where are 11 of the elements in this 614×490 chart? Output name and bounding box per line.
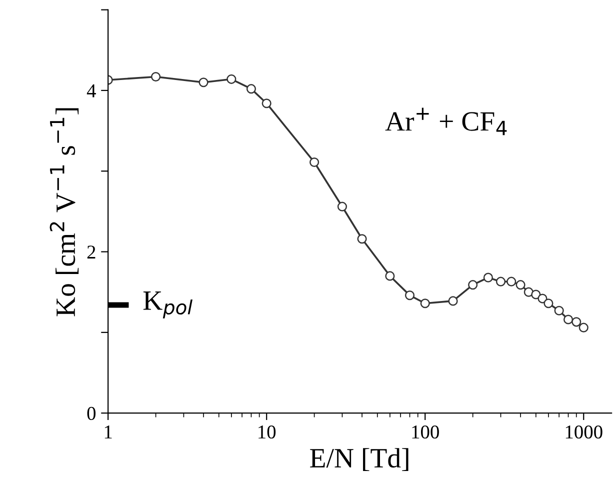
y-axis-title: Ko [cm$^{2}$ V$^{−1}$ s$^{−1}$] xyxy=(50,108,79,316)
x-tick-label: 1000 xyxy=(566,425,602,439)
y-tick-label: 0 xyxy=(87,406,96,420)
x-tick-label: 100 xyxy=(412,425,439,439)
x-tick-label: 10 xyxy=(258,425,276,439)
annotation: Ar$^{+}$ + CF$_{4}$ xyxy=(385,108,507,136)
x-tick-label: 1 xyxy=(104,426,112,438)
y-tick-label: 4 xyxy=(86,84,96,98)
series-label: K$_{pol}$ xyxy=(143,292,192,318)
x-axis-title: E/N [Td] xyxy=(310,448,408,472)
y-tick-label: 2 xyxy=(87,246,96,259)
